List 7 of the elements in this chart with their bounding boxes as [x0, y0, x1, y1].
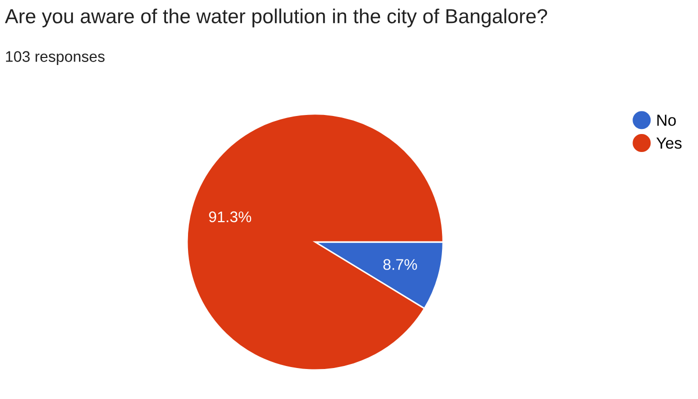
legend-label: Yes — [656, 138, 682, 149]
data-label: 8.7% — [383, 259, 417, 270]
legend-label: No — [657, 114, 676, 126]
chart-title: Are you aware of the water pollution in the city of Bangalore? — [4, 8, 548, 28]
data-label: 91.3% — [209, 211, 252, 222]
text: 103 responses — [6, 51, 105, 65]
pie-slice — [186, 113, 444, 371]
